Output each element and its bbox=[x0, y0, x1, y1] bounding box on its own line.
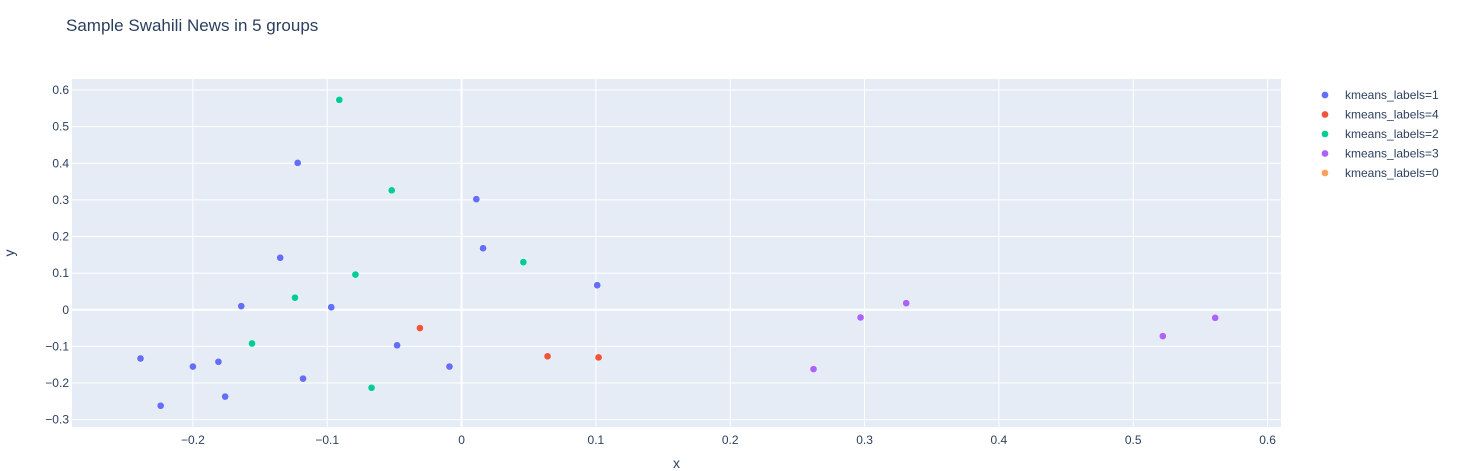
y-tick-label: 0.4 bbox=[52, 156, 69, 170]
data-point[interactable] bbox=[156, 401, 165, 410]
legend-label: kmeans_labels=0 bbox=[1345, 166, 1439, 180]
y-tick-label: 0.6 bbox=[52, 83, 69, 97]
legend-item[interactable]: kmeans_labels=0 bbox=[1321, 166, 1439, 180]
plot-area bbox=[72, 79, 1281, 427]
data-point[interactable] bbox=[189, 362, 197, 371]
data-point[interactable] bbox=[387, 186, 396, 195]
x-axis-ticks: −0.2 −0.1 0 0.1 0.2 0.3 0.4 0.5 0.6 bbox=[181, 433, 1276, 447]
series-kmeans-labels-1[interactable] bbox=[136, 159, 602, 410]
data-point[interactable] bbox=[543, 352, 552, 361]
data-point[interactable] bbox=[479, 244, 487, 253]
legend-marker bbox=[1321, 130, 1329, 138]
legend[interactable]: kmeans_labels=1 kmeans_labels=4 kmeans_lab… bbox=[1321, 88, 1439, 180]
data-point[interactable] bbox=[809, 365, 818, 373]
legend-item[interactable]: kmeans_labels=4 bbox=[1321, 108, 1439, 122]
data-point[interactable] bbox=[351, 270, 360, 279]
data-point[interactable] bbox=[291, 293, 299, 302]
y-tick-label: 0.2 bbox=[52, 230, 69, 244]
data-point[interactable] bbox=[1211, 313, 1220, 322]
data-point[interactable] bbox=[276, 253, 285, 262]
data-point[interactable] bbox=[1158, 332, 1167, 341]
y-tick-label: −0.3 bbox=[45, 413, 69, 427]
data-point[interactable] bbox=[335, 96, 344, 104]
legend-label: kmeans_labels=1 bbox=[1345, 88, 1439, 102]
data-point[interactable] bbox=[327, 303, 336, 312]
x-tick-label: 0.1 bbox=[588, 433, 605, 447]
legend-marker bbox=[1321, 169, 1329, 177]
data-point[interactable] bbox=[214, 357, 223, 366]
y-tick-label: 0 bbox=[62, 303, 69, 317]
legend-marker bbox=[1321, 110, 1329, 119]
x-tick-label: −0.1 bbox=[315, 433, 339, 447]
legend-item[interactable]: kmeans_labels=1 bbox=[1321, 88, 1439, 102]
zero-lines bbox=[72, 79, 1281, 427]
legend-label: kmeans_labels=4 bbox=[1345, 108, 1439, 122]
data-point[interactable] bbox=[472, 195, 481, 204]
x-tick-label: 0.6 bbox=[1259, 433, 1276, 447]
chart-title: Sample Swahili News in 5 groups bbox=[66, 16, 318, 35]
x-tick-label: 0.3 bbox=[856, 433, 873, 447]
y-tick-label: 0.3 bbox=[52, 193, 69, 207]
legend-label: kmeans_labels=3 bbox=[1345, 147, 1439, 161]
data-point[interactable] bbox=[248, 339, 256, 348]
data-point[interactable] bbox=[299, 374, 307, 383]
legend-item[interactable]: kmeans_labels=3 bbox=[1321, 147, 1439, 161]
series-kmeans-labels-4[interactable] bbox=[416, 324, 603, 362]
y-tick-label: 0.1 bbox=[52, 266, 69, 280]
series-kmeans-labels-3[interactable] bbox=[809, 299, 1220, 373]
x-tick-label: 0.5 bbox=[1125, 433, 1142, 447]
data-point[interactable] bbox=[519, 258, 528, 267]
series-kmeans-labels-2[interactable] bbox=[248, 96, 528, 392]
x-tick-label: 0.2 bbox=[722, 433, 739, 447]
legend-item[interactable]: kmeans_labels=2 bbox=[1321, 127, 1439, 141]
data-point[interactable] bbox=[237, 302, 246, 310]
grid-lines bbox=[72, 79, 1281, 427]
data-point[interactable] bbox=[416, 324, 424, 332]
y-axis-title: y bbox=[1, 250, 17, 257]
legend-marker bbox=[1321, 91, 1329, 99]
y-tick-label: −0.1 bbox=[45, 339, 69, 353]
data-point[interactable] bbox=[293, 159, 302, 167]
data-point[interactable] bbox=[594, 353, 603, 362]
legend-label: kmeans_labels=2 bbox=[1345, 127, 1439, 141]
data-point[interactable] bbox=[856, 313, 865, 322]
x-tick-label: −0.2 bbox=[181, 433, 205, 447]
data-point[interactable] bbox=[593, 281, 602, 290]
data-point[interactable] bbox=[393, 341, 401, 350]
x-tick-label: 0 bbox=[458, 433, 465, 447]
data-point[interactable] bbox=[445, 362, 454, 371]
y-axis-ticks: −0.3 −0.2 −0.1 0 0.1 0.2 0.3 0.4 0.5 0.6 bbox=[45, 83, 69, 427]
data-point[interactable] bbox=[136, 354, 145, 363]
x-axis-title: x bbox=[673, 455, 680, 471]
data-point[interactable] bbox=[221, 392, 229, 401]
data-point[interactable] bbox=[902, 299, 911, 308]
data-points[interactable] bbox=[136, 96, 1220, 410]
y-tick-label: 0.5 bbox=[52, 120, 69, 134]
y-tick-label: −0.2 bbox=[45, 376, 69, 390]
x-tick-label: 0.4 bbox=[991, 433, 1008, 447]
data-point[interactable] bbox=[367, 383, 376, 392]
legend-marker bbox=[1321, 149, 1329, 158]
